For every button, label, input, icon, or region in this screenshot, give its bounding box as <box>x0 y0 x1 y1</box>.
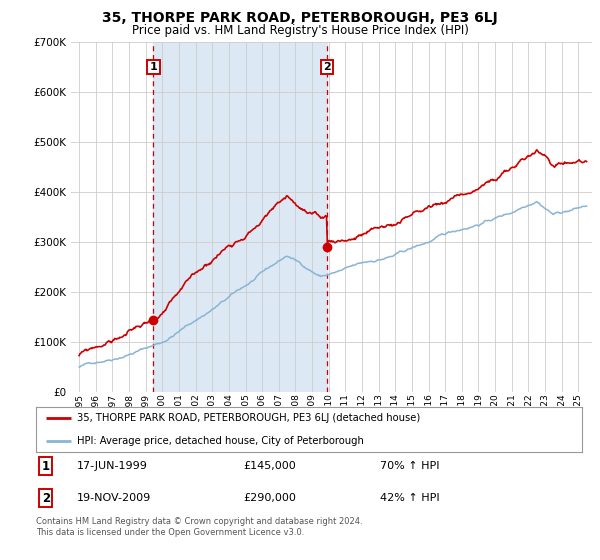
Text: 2: 2 <box>42 492 50 505</box>
Bar <box>154 42 327 392</box>
Text: 35, THORPE PARK ROAD, PETERBOROUGH, PE3 6LJ (detached house): 35, THORPE PARK ROAD, PETERBOROUGH, PE3 … <box>77 413 420 423</box>
Text: 42% ↑ HPI: 42% ↑ HPI <box>380 493 440 503</box>
Text: 35, THORPE PARK ROAD, PETERBOROUGH, PE3 6LJ: 35, THORPE PARK ROAD, PETERBOROUGH, PE3 … <box>102 11 498 25</box>
Text: HPI: Average price, detached house, City of Peterborough: HPI: Average price, detached house, City… <box>77 436 364 446</box>
Text: 19-NOV-2009: 19-NOV-2009 <box>77 493 151 503</box>
Text: £145,000: £145,000 <box>244 461 296 471</box>
Text: 1: 1 <box>42 460 50 473</box>
Text: 1: 1 <box>149 62 157 72</box>
Text: 17-JUN-1999: 17-JUN-1999 <box>77 461 148 471</box>
Text: 70% ↑ HPI: 70% ↑ HPI <box>380 461 439 471</box>
Text: £290,000: £290,000 <box>244 493 296 503</box>
Text: Contains HM Land Registry data © Crown copyright and database right 2024.
This d: Contains HM Land Registry data © Crown c… <box>36 517 362 537</box>
Text: 2: 2 <box>323 62 331 72</box>
Text: Price paid vs. HM Land Registry's House Price Index (HPI): Price paid vs. HM Land Registry's House … <box>131 24 469 37</box>
